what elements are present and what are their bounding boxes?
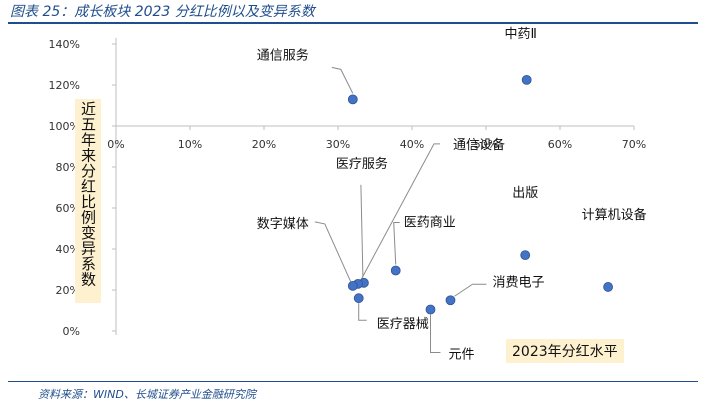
x-tick-label: 60% <box>548 138 572 151</box>
data-point <box>521 74 532 85</box>
x-tick-label: 0% <box>107 138 124 151</box>
chart-ticks: 0% 20% 40% 60% 80% 100% 120% 140% 0% 10% 20% 30% 40%… <box>49 38 647 338</box>
x-tick-label: 50% <box>474 138 498 151</box>
source-rule <box>8 381 698 382</box>
y-tick-label: 40% <box>56 243 80 256</box>
data-point <box>347 94 358 105</box>
x-tick-label: 10% <box>178 138 202 151</box>
leader-line <box>393 222 400 265</box>
point-label: 出版 <box>512 186 538 201</box>
y-axis-label-box <box>75 99 101 303</box>
leader-line <box>314 221 352 283</box>
point-label: 通信服务 <box>257 47 309 63</box>
point-label: 中药Ⅱ <box>504 27 536 42</box>
data-point <box>347 280 358 291</box>
y-tick-label: 140% <box>49 38 80 51</box>
data-point <box>603 282 613 292</box>
leader-line <box>360 143 440 281</box>
point-label: 医疗服务 <box>336 156 388 172</box>
x-tick-label: 70% <box>622 138 646 151</box>
leader-line <box>454 283 487 297</box>
chart-axes <box>115 38 634 335</box>
point-label: 计算机设备 <box>582 207 647 223</box>
leader-line <box>358 303 367 321</box>
data-point <box>425 304 436 315</box>
y-tick-label: 0% <box>63 325 80 338</box>
y-tick-label: 80% <box>56 161 80 174</box>
x-tick-label: 40% <box>400 138 424 151</box>
x-tick-label: 30% <box>326 138 350 151</box>
source-note: 资料来源：WIND、长城证券产业金融研究院 <box>38 388 256 401</box>
x-axis-label: 2023年分红水平 <box>506 339 624 363</box>
x-tick-label: 20% <box>252 138 276 151</box>
label-leader-lines <box>314 66 487 353</box>
y-tick-label: 120% <box>49 79 80 92</box>
leader-line <box>331 66 354 94</box>
data-point <box>353 293 364 304</box>
y-tick-label: 20% <box>56 284 80 297</box>
point-label: 通信设备 <box>453 137 505 153</box>
point-label: 数字媒体 <box>257 217 309 232</box>
point-label: 元件 <box>449 347 475 362</box>
data-point <box>520 250 531 261</box>
chart-points <box>347 74 613 315</box>
y-axis-label: 近五年来分红比例变异系数 <box>79 101 97 287</box>
point-label: 医疗器械 <box>377 317 429 332</box>
title-rule <box>8 22 698 24</box>
y-tick-label: 100% <box>49 120 80 133</box>
figure-title: 图表 25：成长板块 2023 分红比例以及变异系数 <box>10 4 315 20</box>
data-point <box>445 295 456 306</box>
point-label: 医药商业 <box>404 216 456 231</box>
point-label: 消费电子 <box>492 275 544 290</box>
leader-line <box>360 184 364 277</box>
data-point <box>390 265 401 276</box>
y-tick-label: 60% <box>56 202 80 215</box>
leader-line <box>430 314 441 353</box>
